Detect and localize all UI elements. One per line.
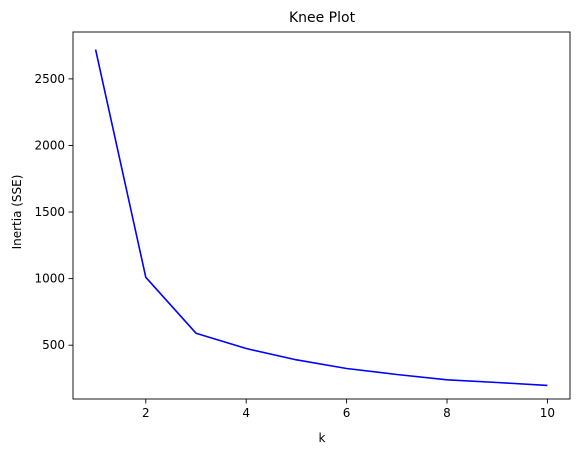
x-tick-label: 2: [142, 406, 150, 420]
x-tick-label: 6: [343, 406, 351, 420]
y-tick-label: 1500: [34, 205, 65, 219]
y-tick-label: 2500: [34, 72, 65, 86]
x-tick-label: 4: [242, 406, 250, 420]
chart-title: Knee Plot: [289, 10, 356, 26]
y-tick-label: 500: [42, 338, 65, 352]
y-axis-label: Inertia (SSE): [10, 175, 24, 250]
plot-area: 2 4 6 8 10 500 1000 1500 2000 2500: [34, 31, 571, 420]
axes-frame: [72, 31, 571, 400]
x-axis-label: k: [319, 431, 326, 445]
y-tick-label: 2000: [34, 138, 65, 152]
y-tick-label: 1000: [34, 272, 65, 286]
x-tick-label: 10: [540, 406, 555, 420]
x-tick-label: 8: [443, 406, 451, 420]
series-line: [94, 49, 548, 387]
